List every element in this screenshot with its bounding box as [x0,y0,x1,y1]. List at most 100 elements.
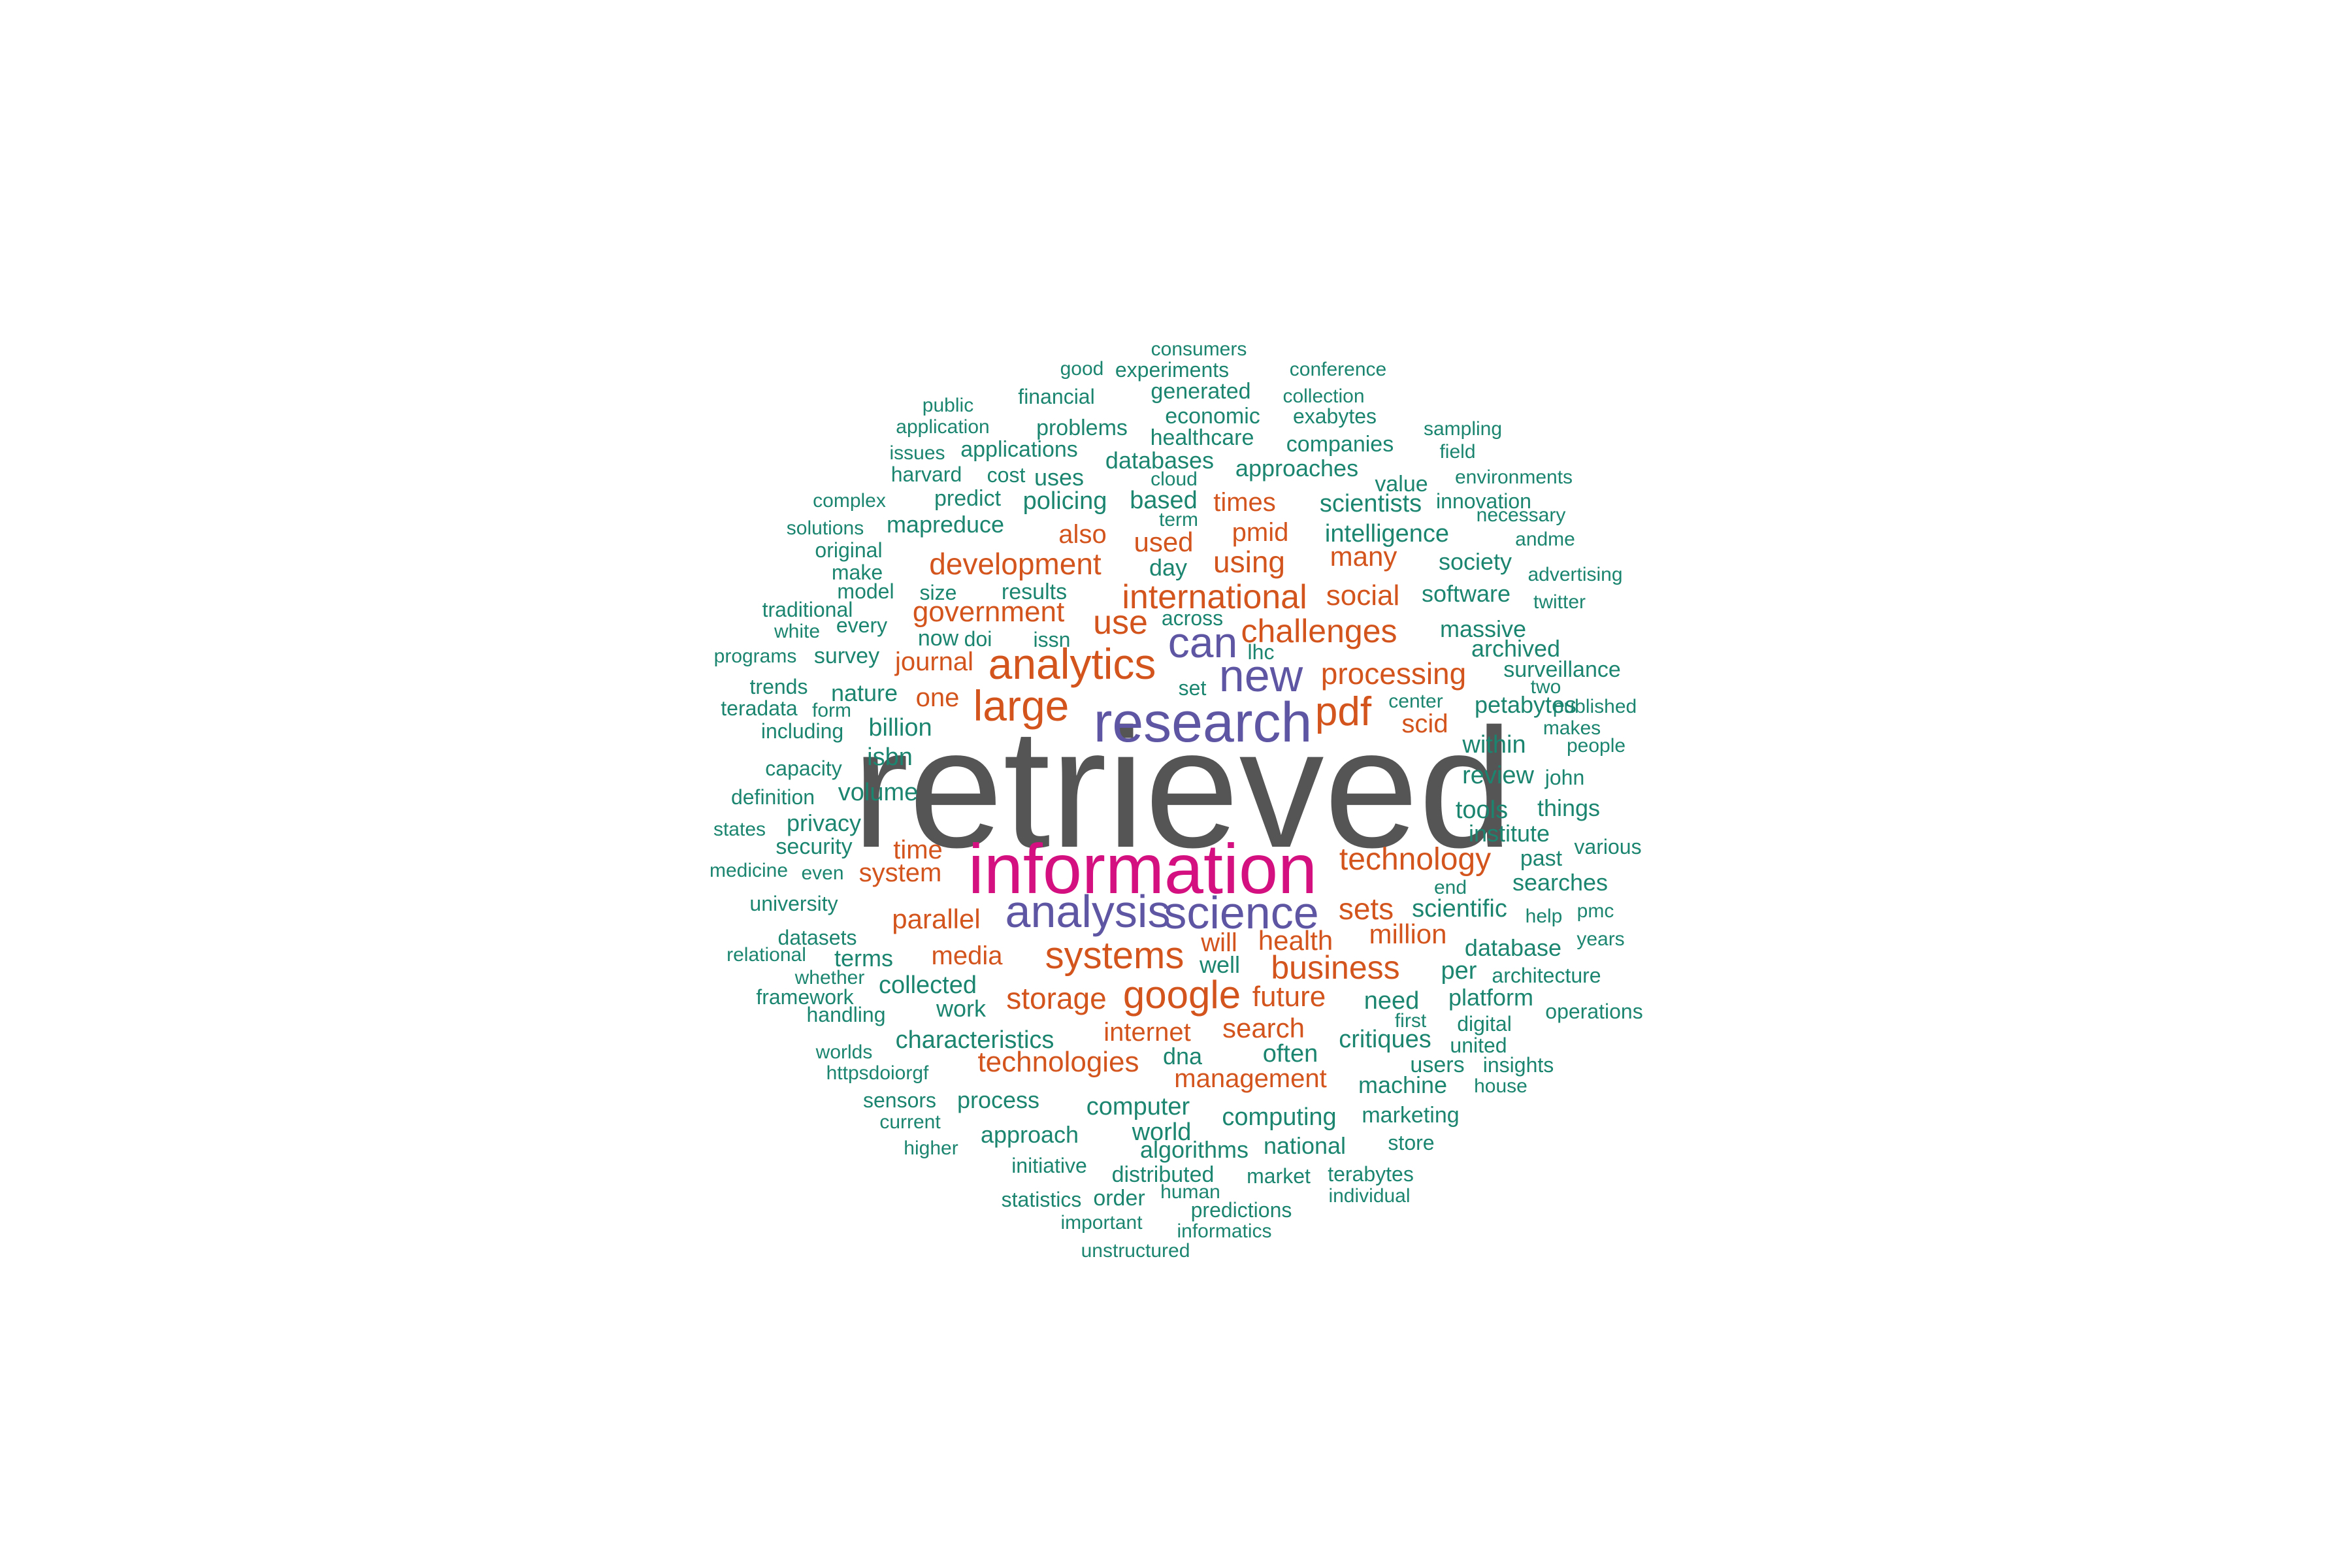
word-management: management [1174,1064,1327,1093]
word-pdf: pdf [1315,689,1372,734]
word-term: term [1159,509,1198,531]
word-innovation: innovation [1436,489,1531,513]
word-privacy: privacy [786,809,862,836]
word-cost: cost [987,463,1026,487]
word-trends: trends [749,675,808,698]
word-billion: billion [868,714,932,742]
word-research: research [1093,691,1313,754]
word-lhc: lhc [1247,640,1275,664]
word-systems: systems [1045,934,1184,977]
word-advertising: advertising [1527,564,1623,585]
word-terms: terms [834,945,893,972]
word-can: can [1168,618,1238,666]
word-generated: generated [1151,379,1251,404]
word-characteristics: characteristics [895,1026,1054,1054]
word-using: using [1213,545,1285,579]
word-andme: andme [1515,529,1575,550]
word-machine: machine [1358,1071,1448,1098]
word-form: form [812,700,851,721]
word-experiments: experiments [1115,358,1230,382]
word-million: million [1369,919,1447,949]
word-per: per [1441,957,1477,985]
word-uses: uses [1034,464,1085,491]
word-sampling: sampling [1423,418,1503,440]
word-policing: policing [1022,487,1107,515]
word-volume: volume [838,779,919,806]
word-pmid: pmid [1232,518,1289,547]
word-journal: journal [894,647,974,676]
word-review: review [1462,762,1534,789]
word-store: store [1388,1131,1435,1154]
word-handling: handling [806,1003,886,1026]
word-statistics: statistics [1001,1188,1082,1211]
word-science: science [1164,887,1319,938]
word-teradata: teradata [721,696,798,720]
word-process: process [956,1086,1040,1113]
word-survey: survey [813,644,880,668]
word-often: often [1262,1040,1318,1068]
word-algorithms: algorithms [1139,1136,1249,1163]
word-well: well [1199,951,1241,978]
word-people: people [1566,735,1626,757]
word-time: time [893,836,943,864]
word-programs: programs [713,645,797,667]
word-information: information [968,829,1318,908]
word-years: years [1576,928,1625,950]
word-technologies: technologies [977,1046,1139,1078]
word-retrieved: retrieved [852,694,1513,883]
word-development: development [929,547,1102,581]
word-issues: issues [889,442,945,464]
word-predict: predict [934,486,1002,511]
word-things: things [1537,794,1601,821]
word-parallel: parallel [892,904,981,934]
word-framework: framework [756,985,854,1009]
word-unstructured: unstructured [1081,1240,1190,1262]
word-pmc: pmc [1576,900,1614,922]
word-used: used [1134,527,1194,557]
word-order: order [1093,1186,1145,1211]
word-terabytes: terabytes [1328,1162,1414,1186]
word-human: human [1160,1181,1220,1203]
word-computer: computer [1086,1093,1190,1120]
word-economic: economic [1165,404,1260,429]
word-united: united [1450,1034,1507,1057]
word-two: two [1530,676,1561,698]
word-higher: higher [904,1137,958,1159]
word-analysis: analysis [1005,886,1171,937]
word-help: help [1525,906,1563,927]
word-challenges: challenges [1241,613,1397,649]
word-initiative: initiative [1011,1154,1087,1177]
word-also: also [1058,520,1107,549]
word-based: based [1130,487,1198,514]
word-application: application [896,416,990,438]
word-important: important [1060,1212,1143,1233]
word-social: social [1326,580,1400,612]
word-conference: conference [1289,359,1387,380]
word-many: many [1330,541,1397,572]
word-relational: relational [727,944,806,966]
word-now: now [917,626,959,651]
word-google: google [1122,973,1241,1017]
word-size: size [919,581,957,604]
word-consumers: consumers [1151,338,1247,360]
word-market: market [1247,1164,1311,1188]
word-architecture: architecture [1492,964,1601,987]
word-digital: digital [1457,1012,1512,1036]
word-set: set [1178,676,1207,700]
word-sets: sets [1338,892,1394,926]
word-capacity: capacity [765,757,842,780]
word-national: national [1263,1132,1347,1159]
word-individual: individual [1328,1185,1411,1207]
word-results: results [1001,580,1068,604]
word-various: various [1574,835,1642,858]
word-university: university [749,892,838,915]
word-will: will [1201,928,1237,957]
word-insights: insights [1482,1053,1554,1077]
word-need: need [1364,987,1420,1015]
word-software: software [1421,580,1511,607]
word-original: original [815,538,883,562]
word-database: database [1464,934,1562,961]
word-including: including [760,719,844,743]
word-doi: doi [964,627,992,651]
word-httpsdoiorgf: httpsdoiorgf [826,1062,929,1084]
